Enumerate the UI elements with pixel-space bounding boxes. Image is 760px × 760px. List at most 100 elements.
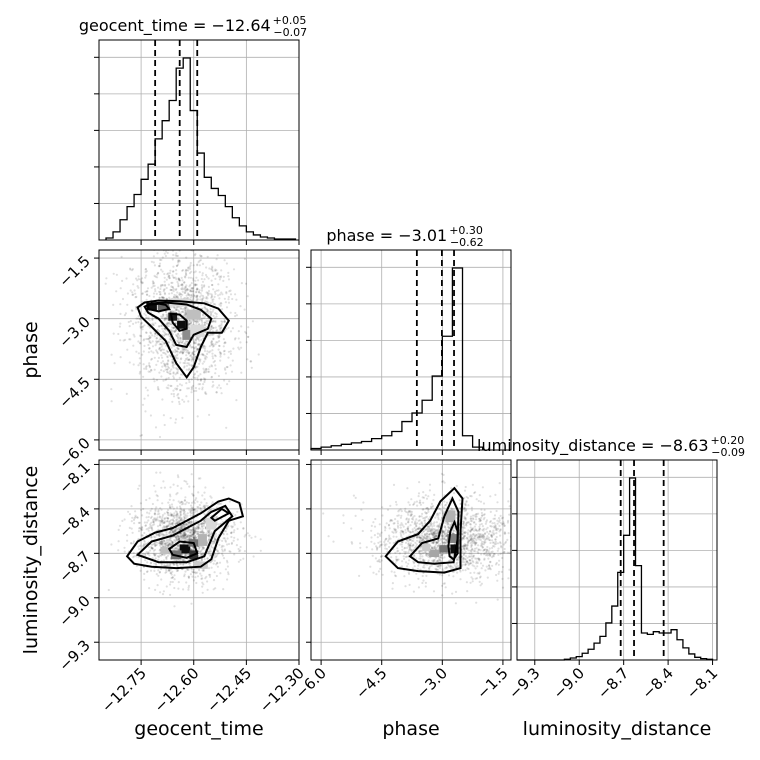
sample-point xyxy=(185,256,188,259)
sample-point xyxy=(470,549,473,552)
sample-point xyxy=(466,512,469,515)
sample-point xyxy=(168,569,171,573)
sample-point xyxy=(216,271,219,275)
sample-point xyxy=(157,532,160,535)
sample-point xyxy=(211,352,214,355)
sample-point xyxy=(206,255,209,258)
sample-point xyxy=(188,363,191,367)
sample-point xyxy=(187,576,190,580)
sample-point xyxy=(440,554,443,557)
sample-point xyxy=(174,309,177,312)
sample-point xyxy=(212,384,215,387)
sample-point xyxy=(188,520,191,523)
sample-point xyxy=(462,556,465,560)
sample-point xyxy=(142,507,145,511)
sample-point xyxy=(160,369,163,372)
sample-point xyxy=(192,568,195,571)
sample-point xyxy=(407,542,410,546)
sample-point xyxy=(487,549,490,552)
sample-point xyxy=(140,281,143,284)
sample-point xyxy=(181,416,184,419)
sample-point xyxy=(206,531,210,534)
sample-point xyxy=(202,531,206,535)
sample-point xyxy=(189,529,192,532)
sample-point xyxy=(181,288,184,291)
sample-point xyxy=(149,569,153,572)
sample-point xyxy=(193,529,196,533)
sample-point xyxy=(223,349,226,352)
sample-point xyxy=(177,278,180,282)
sample-point xyxy=(486,526,489,529)
sample-point xyxy=(185,368,188,371)
sample-point xyxy=(212,298,215,301)
sample-point xyxy=(176,565,179,568)
sample-point xyxy=(211,270,214,273)
sample-point xyxy=(158,371,161,374)
sample-point xyxy=(139,527,143,531)
sample-point xyxy=(205,295,208,299)
sample-point xyxy=(192,530,196,533)
sample-point xyxy=(457,558,460,562)
sample-point xyxy=(175,322,178,325)
sample-point xyxy=(175,244,177,246)
sample-point xyxy=(165,541,168,544)
sample-point xyxy=(193,346,196,350)
sample-point xyxy=(143,578,146,581)
sample-point xyxy=(172,344,176,347)
sample-point xyxy=(131,268,134,271)
sample-point xyxy=(187,266,190,269)
sample-point xyxy=(463,551,466,555)
sample-point xyxy=(188,521,191,524)
sample-point xyxy=(469,542,472,545)
sample-point xyxy=(482,502,486,505)
x-tick-label: −9.3 xyxy=(505,664,543,702)
sample-point xyxy=(229,350,232,353)
sample-point xyxy=(481,514,484,517)
sample-point xyxy=(158,340,161,343)
sample-point xyxy=(156,584,159,587)
sample-point xyxy=(474,537,477,540)
sample-point xyxy=(191,351,194,354)
sample-point xyxy=(217,294,220,297)
sample-point xyxy=(212,327,215,330)
sample-point xyxy=(191,356,194,359)
sample-point xyxy=(145,331,148,334)
sample-point xyxy=(176,280,179,284)
sample-point xyxy=(188,351,191,355)
sample-point xyxy=(170,346,173,349)
sample-point xyxy=(354,514,357,518)
sample-point xyxy=(168,522,171,525)
sample-point xyxy=(202,546,205,549)
sample-point xyxy=(143,539,146,542)
sample-point xyxy=(380,555,383,558)
sample-point xyxy=(173,344,176,347)
sample-point xyxy=(177,337,180,340)
sample-point xyxy=(388,541,391,545)
sample-point xyxy=(211,310,214,313)
sample-point xyxy=(494,525,497,528)
sample-point xyxy=(195,288,199,291)
y-tick-label: −9.3 xyxy=(55,636,93,674)
sample-point xyxy=(448,527,451,530)
sample-point xyxy=(194,527,197,530)
sample-point xyxy=(477,557,480,560)
sample-point xyxy=(194,320,197,323)
sample-point xyxy=(190,346,193,349)
sample-point xyxy=(173,578,176,581)
sample-point xyxy=(399,543,402,546)
sample-point xyxy=(162,379,165,382)
sample-point xyxy=(445,539,448,542)
sample-point xyxy=(424,551,427,554)
sample-point xyxy=(411,545,414,548)
sample-point xyxy=(153,554,156,557)
sample-point xyxy=(148,347,151,350)
sample-point xyxy=(181,269,185,272)
sample-point xyxy=(209,573,212,577)
sample-point xyxy=(183,575,186,578)
sample-point xyxy=(155,340,158,343)
sample-point xyxy=(224,539,227,542)
sample-point xyxy=(515,579,517,581)
sample-point xyxy=(202,383,205,386)
sample-point xyxy=(132,518,136,522)
sample-point xyxy=(185,539,188,542)
